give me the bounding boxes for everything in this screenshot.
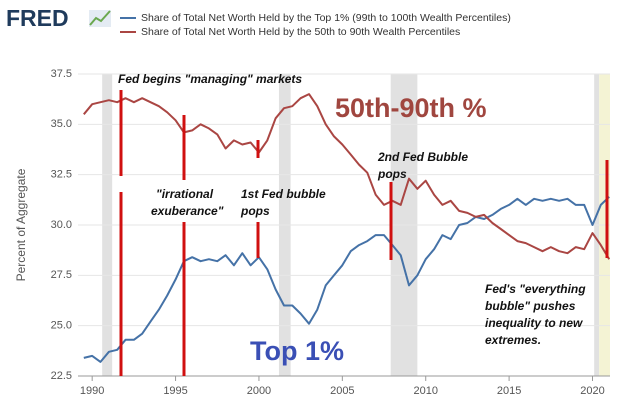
x-tick-label: 1990 bbox=[80, 385, 104, 397]
annotation: Fed begins "managing" markets bbox=[118, 72, 302, 86]
annotation: Fed's "everything bbox=[485, 282, 586, 296]
annotation: exuberance" bbox=[151, 204, 224, 218]
y-tick-label: 25.0 bbox=[51, 320, 72, 332]
series-callout: 50th-90th % bbox=[335, 93, 487, 123]
annotation: pops bbox=[377, 167, 407, 181]
y-tick-label: 32.5 bbox=[51, 169, 72, 181]
annotation: "irrational bbox=[156, 187, 214, 201]
annotation: pops bbox=[240, 204, 270, 218]
x-tick-label: 2020 bbox=[580, 385, 604, 397]
legend-label: Share of Total Net Worth Held by the Top… bbox=[141, 12, 511, 24]
y-tick-label: 22.5 bbox=[51, 370, 72, 382]
logo: FRED bbox=[6, 5, 69, 31]
x-tick-label: 2000 bbox=[247, 385, 271, 397]
annotation: 2nd Fed Bubble bbox=[377, 150, 468, 164]
legend-label: Share of Total Net Worth Held by the 50t… bbox=[141, 26, 460, 38]
series-line bbox=[83, 196, 610, 363]
annotation: inequality to new bbox=[485, 316, 583, 330]
x-tick-label: 2005 bbox=[330, 385, 354, 397]
series-line bbox=[83, 93, 611, 260]
x-tick-label: 1995 bbox=[163, 385, 187, 397]
plot-area: 22.5 25.0 27.5 30.0 32.5 35.0 37.5 1990 1995 2000… bbox=[51, 68, 611, 397]
logo-line bbox=[89, 10, 111, 26]
y-tick-label: 27.5 bbox=[51, 269, 72, 281]
annotation: bubble" pushes bbox=[485, 299, 576, 313]
series-callout: Top 1% bbox=[250, 336, 344, 366]
annotation: 1st Fed bubble bbox=[241, 187, 326, 201]
annotations: Fed begins "managing" markets "irrationa… bbox=[118, 72, 609, 376]
annotation: extremes. bbox=[485, 333, 541, 347]
y-tick-label: 30.0 bbox=[51, 219, 72, 231]
logo-box bbox=[89, 10, 111, 27]
x-tick-label: 2010 bbox=[413, 385, 437, 397]
y-tick-label: 37.5 bbox=[51, 68, 72, 80]
logo-icon bbox=[89, 10, 111, 27]
x-tick-label: 2015 bbox=[497, 385, 521, 397]
y-axis-label: Percent of Aggregate bbox=[14, 168, 28, 281]
y-tick-label: 35.0 bbox=[51, 118, 72, 130]
